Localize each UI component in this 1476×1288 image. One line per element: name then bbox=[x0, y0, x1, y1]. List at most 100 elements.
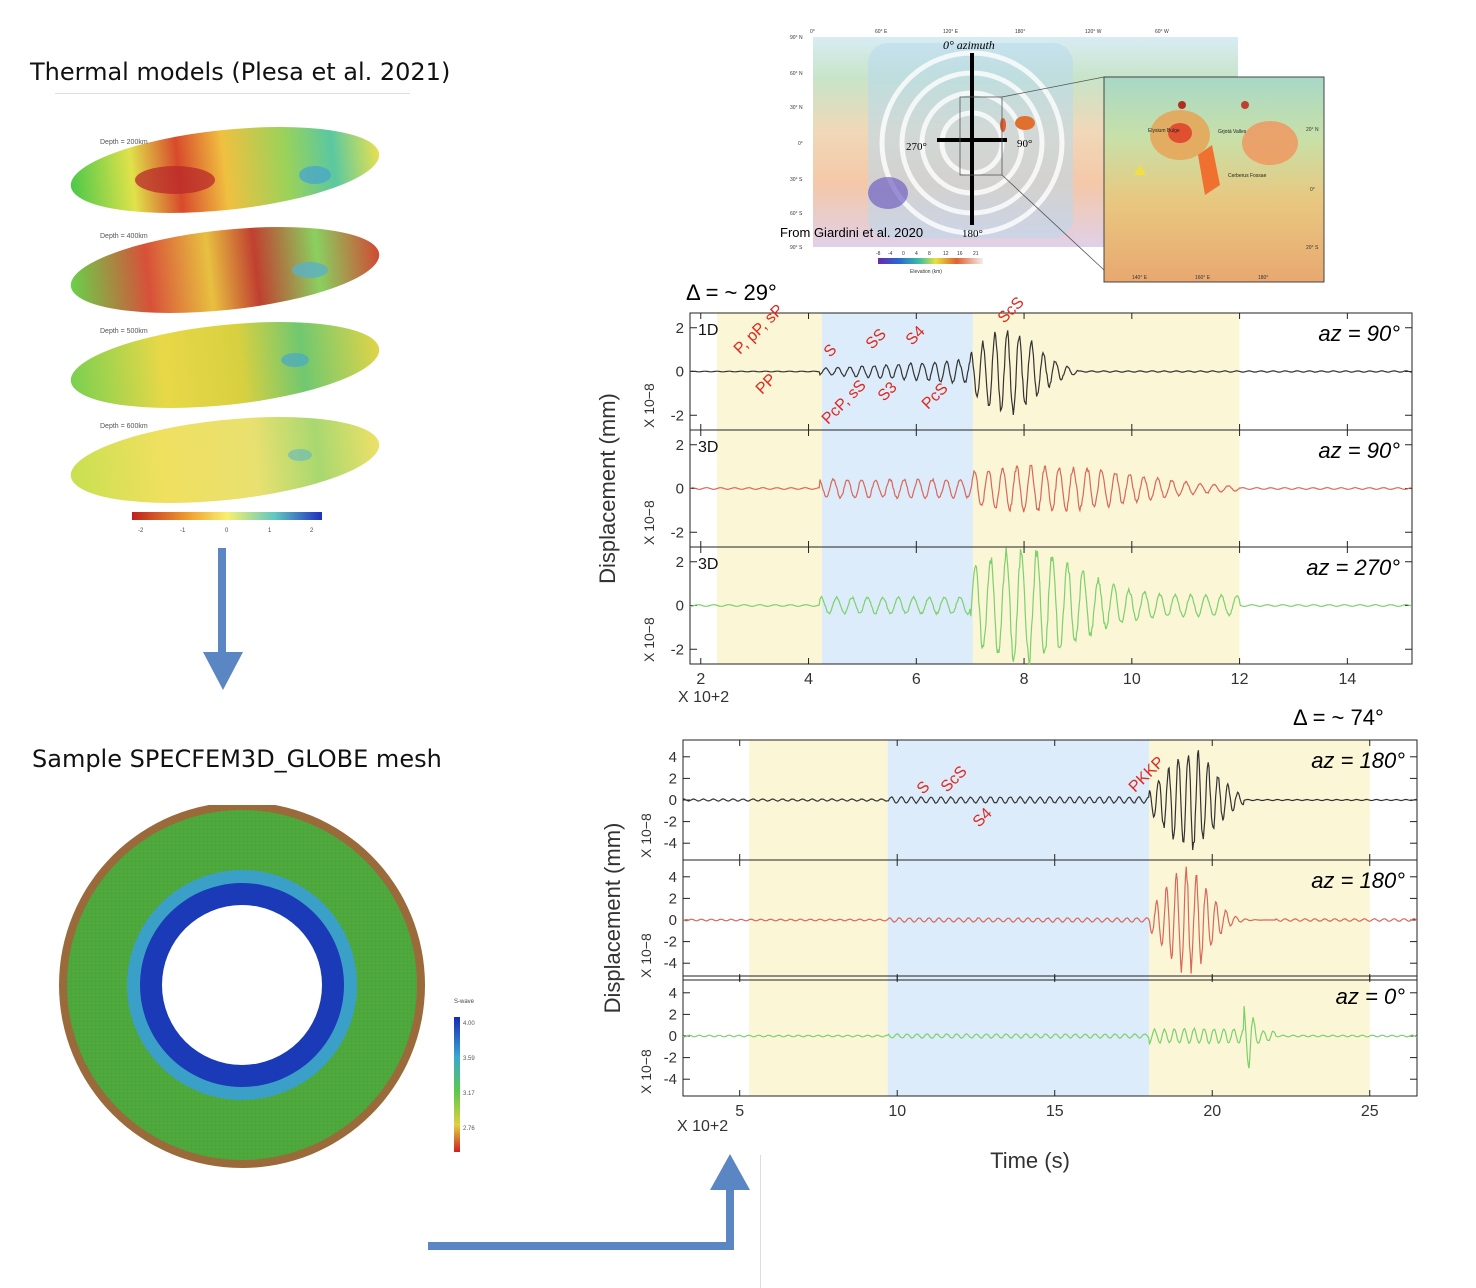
svg-text:21: 21 bbox=[973, 251, 979, 257]
depth-label: Depth = 600km bbox=[100, 423, 148, 430]
y-tick-label: 2 bbox=[676, 554, 684, 571]
az-90-label: 90° bbox=[1017, 138, 1032, 150]
model-label: 3D bbox=[698, 439, 718, 456]
svg-text:160° E: 160° E bbox=[1195, 275, 1211, 281]
y-tick-label: 0 bbox=[669, 792, 677, 809]
x-scale-label: X 10+2 bbox=[678, 689, 729, 706]
svg-text:90° S: 90° S bbox=[790, 245, 803, 251]
y-tick-label: 0 bbox=[676, 481, 684, 498]
x-tick-label: 8 bbox=[1020, 671, 1029, 688]
mars-map: 0° azimuth 270° 90° 180° From Giardini e… bbox=[780, 29, 1325, 283]
x-tick-label: 10 bbox=[888, 1103, 906, 1120]
svg-text:30° N: 30° N bbox=[790, 105, 803, 111]
y-tick-label: 2 bbox=[669, 890, 677, 907]
chart-title: Δ = ~ 29° bbox=[686, 280, 777, 305]
svg-text:3.59: 3.59 bbox=[463, 1056, 475, 1062]
y-scale-label: X 10−8 bbox=[641, 383, 657, 428]
svg-text:20° S: 20° S bbox=[1306, 245, 1319, 251]
y-tick-label: 2 bbox=[676, 437, 684, 454]
x-tick-label: 5 bbox=[735, 1103, 744, 1120]
svg-text:-8: -8 bbox=[876, 251, 881, 257]
thermal-colorbar-ticks: -2 -1 0 1 2 bbox=[138, 528, 314, 534]
svg-text:0°: 0° bbox=[810, 29, 815, 35]
x-scale-label: X 10+2 bbox=[677, 1118, 728, 1135]
y-tick-label: -2 bbox=[664, 814, 677, 831]
depth-label: Depth = 200km bbox=[100, 139, 148, 146]
svg-text:60° W: 60° W bbox=[1155, 29, 1169, 35]
y-scale-label: X 10−8 bbox=[638, 1049, 654, 1094]
map-lon-ticks: 0° 60° E 120° E 180° 120° W 60° W bbox=[810, 29, 1169, 35]
y-scale-label: X 10−8 bbox=[641, 500, 657, 545]
y-tick-label: 0 bbox=[669, 1028, 677, 1045]
x-tick-label: 4 bbox=[804, 671, 813, 688]
svg-text:3.17: 3.17 bbox=[463, 1091, 475, 1097]
seismogram-chart-29deg: Δ = ~ 29°20-2X 10−81D az = 90°20-2X 10−83… bbox=[595, 280, 1413, 706]
svg-text:90° N: 90° N bbox=[790, 35, 803, 41]
thermal-panel-400km: Depth = 400km bbox=[70, 227, 380, 313]
x-axis-label: Time (s) bbox=[990, 1148, 1070, 1173]
seismogram-trace bbox=[690, 464, 1413, 513]
depth-label: Depth = 500km bbox=[100, 328, 148, 335]
y-scale-label: X 10−8 bbox=[638, 933, 654, 978]
seismogram-trace bbox=[689, 330, 1412, 416]
azimuth-label: az = 90° bbox=[1318, 321, 1400, 346]
thermal-colorbar bbox=[132, 512, 322, 520]
y-tick-label: 0 bbox=[669, 912, 677, 929]
y-tick-label: -2 bbox=[664, 1050, 677, 1067]
azimuth-label: 0° azimuth bbox=[943, 38, 995, 52]
thermal-model-panels: Depth = 200km Depth = 400km Depth = 500k… bbox=[70, 127, 380, 534]
map-credit: From Giardini et al. 2020 bbox=[780, 225, 923, 240]
seismogram-trace bbox=[682, 866, 1418, 974]
svg-text:30° S: 30° S bbox=[790, 177, 803, 183]
az-270-label: 270° bbox=[906, 141, 927, 153]
model-label: 1D bbox=[698, 322, 718, 339]
svg-text:2: 2 bbox=[310, 528, 314, 534]
svg-text:140° E: 140° E bbox=[1132, 275, 1148, 281]
y-tick-label: -4 bbox=[664, 835, 677, 852]
y-tick-label: 0 bbox=[676, 364, 684, 381]
svg-text:20° N: 20° N bbox=[1306, 127, 1319, 133]
y-tick-label: 2 bbox=[669, 770, 677, 787]
mesh-legend-title: S-wave bbox=[454, 999, 475, 1005]
azimuth-label: az = 270° bbox=[1306, 555, 1400, 580]
svg-text:60° N: 60° N bbox=[790, 71, 803, 77]
down-arrow bbox=[203, 548, 243, 690]
svg-text:8: 8 bbox=[928, 251, 931, 257]
specfem-mesh bbox=[59, 805, 425, 1168]
svg-text:2.76: 2.76 bbox=[463, 1126, 475, 1132]
map-inset: Elysium Bulge Grjotá Valles Cerberus Fos… bbox=[1103, 76, 1325, 283]
x-tick-label: 6 bbox=[912, 671, 921, 688]
azimuth-label: az = 180° bbox=[1311, 868, 1405, 893]
svg-text:Elysium Bulge: Elysium Bulge bbox=[1148, 128, 1180, 134]
chart-title: Δ = ~ 74° bbox=[1293, 705, 1384, 730]
svg-text:60° S: 60° S bbox=[790, 211, 803, 217]
azimuth-label: az = 180° bbox=[1311, 748, 1405, 773]
svg-text:0°: 0° bbox=[1310, 187, 1315, 193]
svg-text:180°: 180° bbox=[1015, 29, 1025, 35]
mesh-title: Sample SPECFEM3D_GLOBE mesh bbox=[32, 745, 442, 773]
svg-text:-4: -4 bbox=[888, 251, 893, 257]
svg-text:-1: -1 bbox=[180, 528, 186, 534]
seismogram-trace bbox=[682, 1006, 1418, 1069]
divider-line bbox=[760, 1155, 761, 1288]
title-underline bbox=[55, 93, 410, 94]
svg-text:Cerberus Fossae: Cerberus Fossae bbox=[1228, 173, 1267, 179]
svg-text:0: 0 bbox=[902, 251, 905, 257]
y-tick-label: 2 bbox=[669, 1006, 677, 1023]
y-tick-label: -4 bbox=[664, 955, 677, 972]
y-tick-label: 4 bbox=[669, 985, 677, 1002]
thermal-models-title: Thermal models (Plesa et al. 2021) bbox=[30, 58, 451, 86]
svg-text:4: 4 bbox=[915, 251, 918, 257]
x-tick-label: 14 bbox=[1338, 671, 1356, 688]
x-tick-label: 25 bbox=[1361, 1103, 1379, 1120]
right-up-arrow bbox=[428, 1154, 750, 1250]
svg-text:0°: 0° bbox=[798, 141, 803, 147]
svg-text:12: 12 bbox=[943, 251, 949, 257]
seismogram-chart-74deg: Δ = ~ 74° 4 2 0 -2 -4 X 10−8 az = 180° 4 2 0 -2 -4 X … bbox=[600, 705, 1418, 1173]
x-tick-label: 12 bbox=[1231, 671, 1249, 688]
y-tick-label: 0 bbox=[676, 598, 684, 615]
y-tick-label: 4 bbox=[669, 869, 677, 886]
azimuth-label: az = 0° bbox=[1336, 984, 1406, 1009]
y-axis-label: Displacement (mm) bbox=[600, 823, 625, 1014]
model-label: 3D bbox=[698, 556, 718, 573]
